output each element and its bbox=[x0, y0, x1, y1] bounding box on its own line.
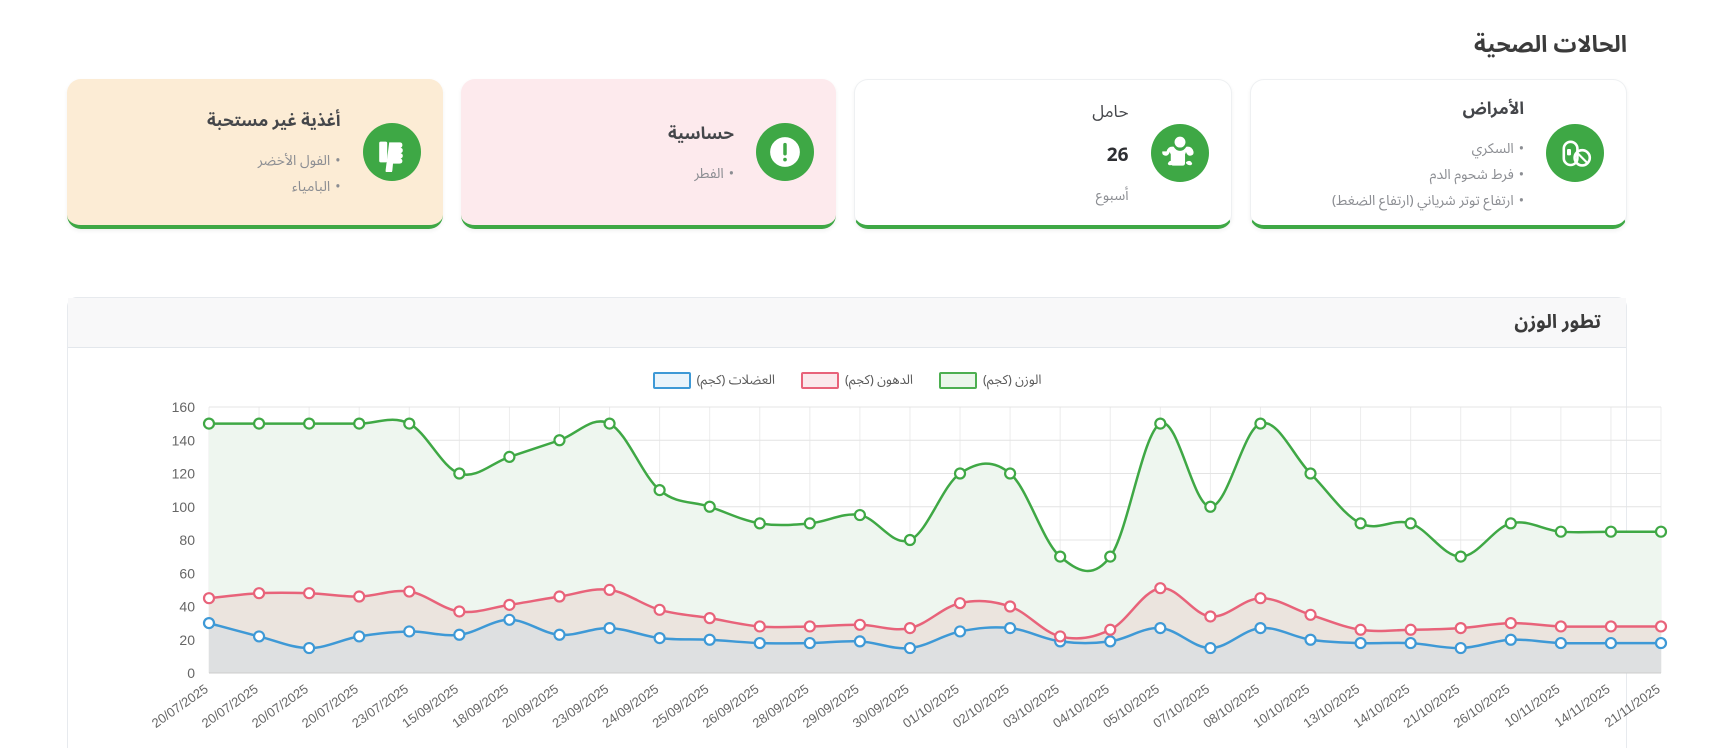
svg-text:100: 100 bbox=[172, 499, 196, 515]
svg-text:60: 60 bbox=[179, 565, 195, 581]
svg-text:80: 80 bbox=[179, 532, 195, 548]
svg-text:120: 120 bbox=[172, 466, 196, 482]
svg-text:10/11/2025: 10/11/2025 bbox=[1501, 681, 1562, 730]
svg-text:26/10/2025: 26/10/2025 bbox=[1451, 681, 1513, 731]
svg-text:40: 40 bbox=[179, 599, 195, 615]
svg-text:20: 20 bbox=[179, 632, 195, 648]
svg-text:21/11/2025: 21/11/2025 bbox=[1602, 681, 1663, 730]
svg-text:14/11/2025: 14/11/2025 bbox=[1552, 681, 1613, 730]
svg-text:160: 160 bbox=[172, 399, 196, 415]
svg-text:140: 140 bbox=[172, 432, 196, 448]
svg-text:0: 0 bbox=[187, 665, 195, 681]
